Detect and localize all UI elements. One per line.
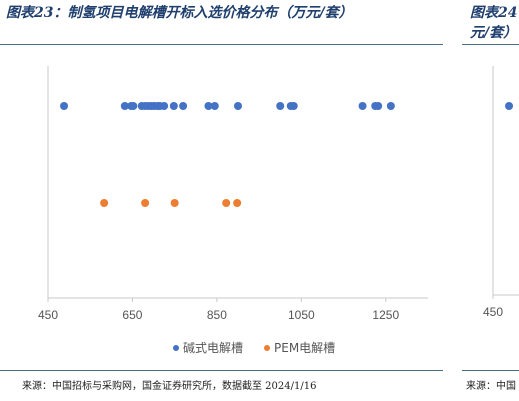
data-point bbox=[179, 102, 188, 110]
data-point bbox=[234, 102, 242, 110]
data-point bbox=[141, 199, 150, 207]
source-note-right: 来源：中国 bbox=[466, 381, 516, 392]
chart-legend: 碱式电解槽 PEM电解槽 bbox=[173, 341, 335, 355]
x-tick-label: 450 bbox=[38, 308, 58, 322]
footer-rule-right bbox=[462, 370, 519, 371]
legend-label-alkaline: 碱式电解槽 bbox=[183, 341, 243, 355]
data-point bbox=[60, 102, 69, 110]
data-point bbox=[120, 102, 129, 110]
legend-marker-alkaline bbox=[173, 345, 179, 351]
header-rule-left bbox=[0, 44, 443, 45]
data-point bbox=[386, 102, 395, 110]
footer-rule-left bbox=[0, 370, 443, 371]
data-point bbox=[204, 102, 213, 110]
data-point bbox=[169, 102, 178, 110]
left-scatter-plot: 450 650 850 1050 1250 bbox=[38, 66, 428, 322]
data-point bbox=[374, 102, 383, 110]
data-point bbox=[276, 102, 285, 110]
right-scatter-plot: 450 bbox=[483, 66, 519, 319]
data-point bbox=[222, 199, 231, 207]
chart-title-right-line2: 元/套） bbox=[470, 25, 518, 41]
data-point bbox=[233, 199, 242, 207]
source-note-left: 来源：中国招标与采购网，国金证券研究所，数据截至 2024/1/16 bbox=[22, 381, 317, 392]
data-point bbox=[129, 102, 138, 110]
data-point bbox=[289, 102, 298, 110]
data-point bbox=[170, 199, 179, 207]
x-tick-label: 450 bbox=[483, 305, 503, 319]
data-point bbox=[505, 102, 514, 110]
x-tick-label: 1050 bbox=[288, 308, 315, 322]
header-rule-right bbox=[462, 44, 519, 45]
x-tick-label: 650 bbox=[122, 308, 142, 322]
data-point bbox=[100, 199, 109, 207]
data-point bbox=[358, 102, 367, 110]
chart-title-right: 图表24 bbox=[470, 5, 518, 21]
data-point bbox=[210, 102, 219, 110]
x-tick-label: 1250 bbox=[372, 308, 399, 322]
chart-title-left: 图表23：制氢项目电解槽开标入选价格分布（万元/套） bbox=[6, 5, 353, 21]
x-tick-label: 850 bbox=[207, 308, 227, 322]
legend-label-pem: PEM电解槽 bbox=[274, 341, 335, 355]
data-point bbox=[160, 102, 169, 110]
legend-marker-pem bbox=[264, 345, 270, 351]
